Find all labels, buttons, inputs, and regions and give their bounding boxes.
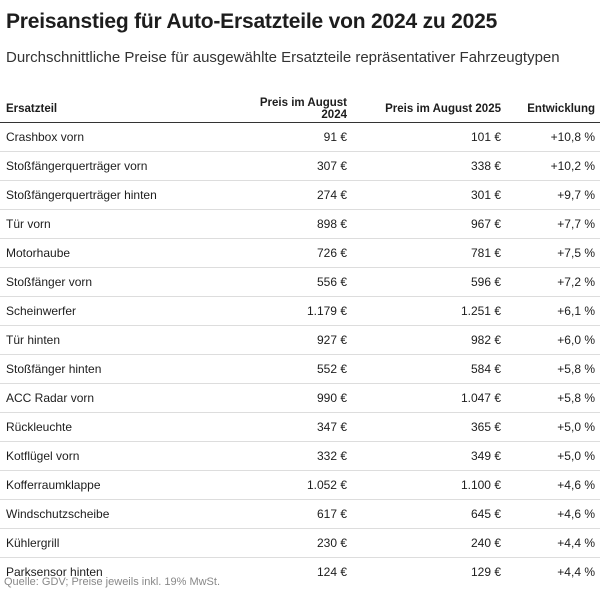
cell: Tür hinten [6,333,61,347]
cell: 347 € [316,420,347,434]
cell: 596 € [470,275,501,289]
cell: Tür vorn [6,217,51,231]
table-row: Tür vorn 898 € 967 € +7,7 % [0,210,600,239]
cell: 781 € [470,246,501,260]
cell: +5,8 % [557,362,595,376]
cell: 967 € [470,217,501,231]
source: Quelle: GDV; Preise jeweils inkl. 19% Mw… [4,576,220,588]
subtitle: Durchschnittliche Preise für ausgewählte… [6,49,560,66]
cell: Rückleuchte [6,420,73,434]
column-header: Preis im August 2025 [385,103,501,115]
cell: 556 € [316,275,347,289]
cell: 990 € [316,391,347,405]
cell: 307 € [316,159,347,173]
table-row: ACC Radar vorn 990 € 1.047 € +5,8 % [0,384,600,413]
table-row: Stoßfängerquerträger vorn 307 € 338 € +10,2… [0,152,600,181]
cell: 1.047 € [460,391,501,405]
table-row: Crashbox vorn 91 € 101 € +10,8 % [0,123,600,152]
cell: 898 € [316,217,347,231]
cell: Motorhaube [6,246,71,260]
cell: 240 € [470,536,501,550]
cell: 552 € [316,362,347,376]
table: Ersatzteil Preis im August 2024 Preis im A… [0,96,600,578]
cell: 101 € [470,130,501,144]
cell: 1.052 € [306,478,347,492]
cell: Scheinwerfer [6,304,77,318]
table-row: Motorhaube 726 € 781 € +7,5 % [0,239,600,268]
table-row: Kofferraumklappe 1.052 € 1.100 € +4,6 % [0,471,600,500]
cell: Kühlergrill [6,536,60,550]
column-header: Ersatzteil [6,103,58,115]
cell: +4,6 % [557,507,595,521]
cell: 982 € [470,333,501,347]
cell: 726 € [316,246,347,260]
cell: 338 € [470,159,501,173]
table-row: Stoßfängerquerträger hinten 274 € 301 € +9,… [0,181,600,210]
table-row: Scheinwerfer 1.179 € 1.251 € +6,1 % [0,297,600,326]
cell: 274 € [316,188,347,202]
cell: 365 € [470,420,501,434]
table-row: Kühlergrill 230 € 240 € +4,4 % [0,529,600,558]
cell: Kofferraumklappe [6,478,101,492]
cell: +6,0 % [557,333,595,347]
cell: Stoßfängerquerträger vorn [6,159,148,173]
cell: 91 € [323,130,347,144]
table-row: Tür hinten 927 € 982 € +6,0 % [0,326,600,355]
cell: Parksensor hinten [6,565,103,578]
cell: +10,8 % [550,130,595,144]
cell: +5,0 % [557,449,595,463]
cell: Crashbox vorn [6,130,85,144]
cell: 301 € [470,188,501,202]
cell: 230 € [316,536,347,550]
cell: Stoßfänger hinten [6,362,102,376]
table-row: Kotflügel vorn 332 € 349 € +5,0 % [0,442,600,471]
cell: 332 € [316,449,347,463]
cell: 129 € [470,565,501,578]
cell: 124 € [316,565,347,578]
table-row: Rückleuchte 347 € 365 € +5,0 % [0,413,600,442]
cell: ACC Radar vorn [6,391,95,405]
table-row: Parksensor hinten 124 € 129 € +4,4 % [0,558,600,578]
header-row: Ersatzteil Preis im August 2024 Preis im A… [0,96,600,123]
cell: +7,5 % [557,246,595,260]
cell: 645 € [470,507,501,521]
cell: 1.179 € [306,304,347,318]
title: Preisanstieg für Auto-Ersatzteile von 20… [6,10,498,33]
cell: 927 € [316,333,347,347]
column-header: Entwicklung [527,103,595,115]
cell: +6,1 % [557,304,595,318]
cell: +9,7 % [557,188,595,202]
cell: +5,8 % [557,391,595,405]
cell: +5,0 % [557,420,595,434]
cell: +10,2 % [550,159,595,173]
table-row: Stoßfänger vorn 556 € 596 € +7,2 % [0,268,600,297]
cell: +7,7 % [557,217,595,231]
cell: Stoßfänger vorn [6,275,93,289]
cell: 1.100 € [460,478,501,492]
column-header: Preis im August 2024 [259,97,347,121]
table-row: Windschutzscheibe 617 € 645 € +4,6 % [0,500,600,529]
cell: +4,4 % [557,565,595,578]
cell: +4,4 % [557,536,595,550]
table-row: Stoßfänger hinten 552 € 584 € +5,8 % [0,355,600,384]
cell: 617 € [316,507,347,521]
cell: 584 € [470,362,501,376]
cell: 349 € [470,449,501,463]
cell: +4,6 % [557,478,595,492]
cell: +7,2 % [557,275,595,289]
cell: Windschutzscheibe [6,507,110,521]
cell: Stoßfängerquerträger hinten [6,188,157,202]
cell: 1.251 € [460,304,501,318]
cell: Kotflügel vorn [6,449,80,463]
